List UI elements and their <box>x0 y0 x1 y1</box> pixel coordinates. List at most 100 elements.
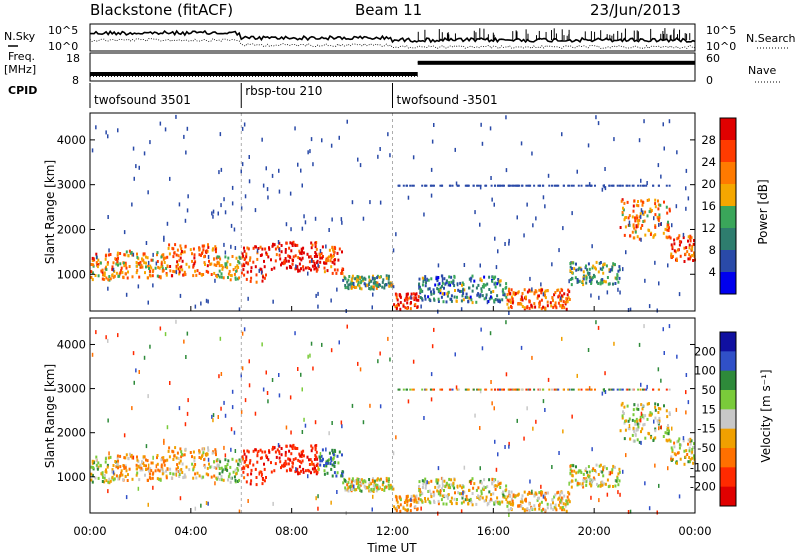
velocity-cell <box>198 474 201 478</box>
power-cell <box>291 262 294 266</box>
power-cell <box>193 256 196 260</box>
velocity-cell <box>336 454 339 458</box>
velocity-cell <box>404 499 407 503</box>
power-cell <box>172 255 175 259</box>
power-cell <box>213 263 216 267</box>
power-cell <box>410 295 412 300</box>
velocity-cell <box>147 467 150 471</box>
velocity-cell <box>435 479 438 483</box>
velocity-cell <box>452 484 455 488</box>
power-cell <box>332 248 334 252</box>
power-cell <box>524 295 527 299</box>
velocity-cell <box>670 446 673 450</box>
velocity-cell <box>598 464 601 468</box>
power-cell <box>270 258 272 262</box>
power-cell <box>124 263 127 267</box>
velocity-cell <box>307 468 310 472</box>
power-cell <box>194 304 197 309</box>
power-cell <box>229 278 232 282</box>
power-cell <box>494 298 497 301</box>
power-cell <box>321 245 324 249</box>
power-cell <box>444 282 447 286</box>
velocity-cell <box>308 458 310 462</box>
velocity-cell <box>205 472 208 476</box>
power-cell <box>404 306 407 310</box>
velocity-cell <box>395 506 398 510</box>
velocity-cell <box>329 462 332 466</box>
power-cell <box>646 198 649 202</box>
velocity-cell <box>131 477 134 481</box>
power-cell <box>383 283 386 287</box>
power-cell <box>670 254 673 258</box>
power-cell <box>163 261 166 264</box>
velocity-cell <box>395 435 397 440</box>
velocity-cell <box>164 459 167 463</box>
power-cell <box>402 304 405 308</box>
power-cell <box>212 209 215 214</box>
velocity-cell <box>508 490 511 494</box>
power-cell <box>687 239 689 243</box>
power-cell <box>337 258 340 262</box>
power-cell <box>178 272 181 276</box>
power-cell <box>399 301 402 305</box>
power-cell <box>509 300 512 304</box>
power-cell <box>424 278 427 282</box>
power-cell <box>214 245 217 249</box>
power-cell <box>640 226 642 230</box>
velocity-cell <box>613 341 615 346</box>
velocity-cell <box>414 505 417 509</box>
power-cell <box>585 281 588 285</box>
power-cell <box>446 292 449 296</box>
power-cell <box>526 290 529 294</box>
power-cell <box>480 287 483 291</box>
power-cell <box>657 163 660 168</box>
velocity-cell <box>631 433 634 437</box>
power-cell <box>624 225 627 229</box>
velocity-cell <box>689 442 692 446</box>
velocity-cell <box>642 414 644 419</box>
velocity-cell <box>608 388 611 391</box>
power-cell <box>210 262 213 266</box>
power-cell <box>90 275 93 279</box>
power-cell <box>623 233 626 237</box>
velocity-cell <box>449 388 452 391</box>
velocity-cell <box>410 497 412 502</box>
power-cell <box>508 184 511 187</box>
velocity-cell <box>595 463 598 467</box>
velocity-cell <box>192 468 195 472</box>
power-cell <box>569 265 572 269</box>
power-cell <box>117 263 119 267</box>
power-cell <box>307 271 309 276</box>
power-cell <box>670 243 673 247</box>
velocity-cell <box>285 462 288 466</box>
velocity-cell <box>544 408 546 412</box>
velocity-cell <box>685 410 687 415</box>
power-cell <box>152 283 154 288</box>
power-cell <box>319 260 322 264</box>
velocity-cell <box>241 455 244 459</box>
power-cell <box>586 184 589 187</box>
power-cell <box>333 258 336 262</box>
velocity-cell <box>243 466 246 470</box>
power-cell <box>602 265 605 269</box>
power-cell <box>668 207 671 211</box>
power-cell <box>191 259 194 263</box>
velocity-cell <box>640 440 642 445</box>
power-cell <box>666 224 669 228</box>
power-cell <box>460 289 463 293</box>
power-cell <box>480 122 482 127</box>
power-cell <box>414 296 417 300</box>
velocity-cell <box>388 487 391 491</box>
power-cell <box>234 265 237 269</box>
velocity-cell <box>618 470 621 474</box>
velocity-cell <box>516 493 519 497</box>
velocity-cell <box>300 469 302 473</box>
power-cell <box>640 237 642 242</box>
velocity-cell <box>100 472 103 476</box>
power-cell <box>579 266 582 270</box>
power-cell <box>369 287 372 291</box>
velocity-cell <box>457 491 460 495</box>
power-cell <box>370 279 373 283</box>
velocity-cell <box>237 462 240 466</box>
power-cell <box>462 298 465 302</box>
